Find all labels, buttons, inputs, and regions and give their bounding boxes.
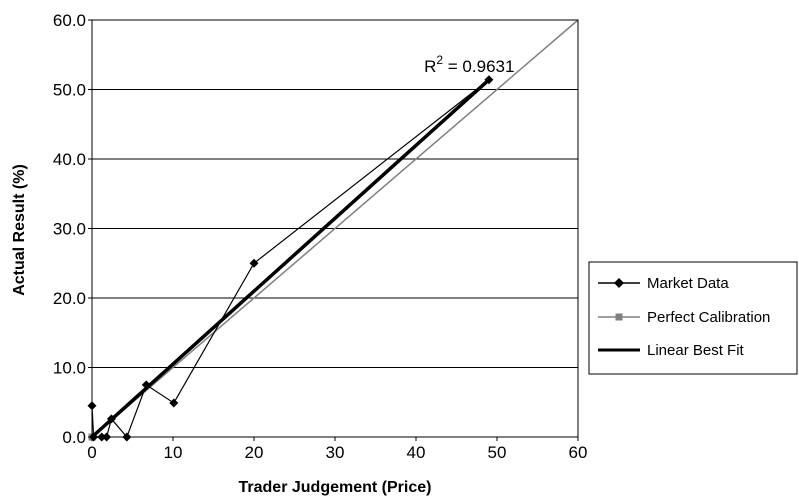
tick-labels: 0.0 10.0 20.0 30.0 40.0 50.0 60.0 0 10 20 30 40 50 60: [53, 11, 588, 462]
x-tick-label-2: 20: [245, 443, 264, 462]
market-data-point-9: [484, 75, 494, 85]
legend-perfect-calibration-marker: [615, 313, 623, 321]
y-tick-label-4: 40.0: [53, 150, 86, 169]
y-tick-label-0: 0.0: [62, 428, 86, 447]
x-tick-label-3: 30: [326, 443, 345, 462]
r-squared-label: R: [424, 57, 436, 76]
y-axis-title: Actual Result (%): [11, 164, 28, 296]
market-data-point-4: [106, 414, 116, 424]
y-tick-label-1: 10.0: [53, 359, 86, 378]
axes: [88, 19, 579, 441]
legend-box: [588, 261, 798, 375]
plot-frame: [91, 19, 579, 438]
series-perfect-calibration-line: [91, 19, 579, 438]
legend-linear-best-fit-label: Linear Best Fit: [647, 342, 745, 359]
y-tick-label-5: 50.0: [53, 81, 86, 100]
x-tick-label-1: 10: [164, 443, 183, 462]
r-squared-value: = 0.9631: [443, 57, 514, 76]
r-squared-annotation: R2 = 0.9631: [424, 53, 514, 76]
y-tick-label-3: 30.0: [53, 220, 86, 239]
series-linear-best-fit-line: [90, 78, 491, 439]
r-squared-superscript: 2: [436, 53, 443, 67]
market-data-point-8: [249, 258, 259, 268]
legend: Market Data Perfect Calibration Linear B…: [588, 261, 798, 375]
x-axis-title: Trader Judgement (Price): [239, 479, 432, 496]
series-layer: [87, 19, 579, 442]
legend-market-data-marker: [614, 278, 624, 288]
x-tick-label-5: 50: [488, 443, 507, 462]
x-tick-label-4: 40: [407, 443, 426, 462]
legend-perfect-calibration-label: Perfect Calibration: [647, 309, 770, 326]
market-data-point-6: [141, 380, 151, 390]
market-data-point-7: [169, 398, 179, 408]
x-tick-label-0: 0: [87, 443, 96, 462]
legend-market-data-label: Market Data: [647, 275, 729, 292]
y-tick-label-2: 20.0: [53, 289, 86, 308]
y-tick-label-6: 60.0: [53, 11, 86, 30]
x-tick-label-6: 60: [569, 443, 588, 462]
